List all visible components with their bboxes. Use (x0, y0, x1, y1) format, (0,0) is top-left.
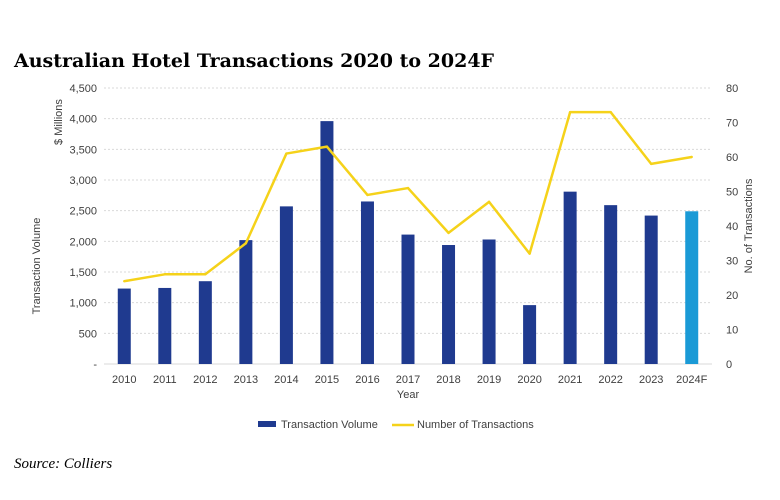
y-tick-label: 3,000 (69, 175, 97, 187)
x-tick-label: 2013 (234, 374, 258, 386)
y-tick-label: 4,500 (69, 83, 97, 95)
bar-series (117, 121, 699, 365)
y-tick-label: 1,500 (69, 267, 97, 279)
axes: -5001,0001,5002,0002,5003,0003,5004,0004… (31, 83, 755, 401)
y2-tick-label: 50 (726, 187, 738, 199)
y-tick-label: 1,000 (69, 298, 97, 310)
y2-tick-label: 60 (726, 152, 738, 164)
y2-tick-label: 10 (726, 325, 738, 337)
line-point (163, 273, 166, 276)
y2-tick-label: 40 (726, 221, 738, 233)
legend-swatch-volume (258, 421, 276, 427)
x-tick-label: 2022 (598, 374, 622, 386)
y-tick-label: 3,500 (69, 144, 97, 156)
bar (563, 191, 577, 364)
y-axis-title: Transaction Volume (31, 218, 43, 315)
y-axis-unit: $ Millions (53, 99, 65, 145)
line-point (285, 152, 288, 155)
bar (279, 206, 293, 364)
line-point (447, 231, 450, 235)
x-tick-label: 2017 (396, 374, 420, 386)
x-tick-label: 2012 (193, 374, 217, 386)
bar (320, 121, 334, 365)
y-tick-label: 4,000 (69, 114, 97, 126)
y-tick-label: - (93, 359, 97, 371)
bar (442, 245, 456, 364)
bar (685, 211, 699, 364)
legend-label-volume: Transaction Volume (281, 419, 378, 431)
y2-tick-label: 80 (726, 83, 738, 95)
x-axis-title: Year (397, 389, 420, 401)
line-point (204, 273, 207, 276)
line-point (650, 162, 653, 166)
bar (523, 305, 537, 364)
bar (604, 205, 618, 364)
y2-axis-title: No. of Transactions (743, 178, 755, 273)
y-tick-label: 2,000 (69, 236, 97, 248)
bar (117, 288, 131, 364)
bar (239, 240, 253, 364)
bar (158, 287, 172, 364)
line-point (528, 252, 531, 255)
legend-label-count: Number of Transactions (417, 419, 534, 431)
x-tick-label: 2011 (153, 374, 177, 386)
line-point (609, 110, 612, 114)
line-point (244, 242, 248, 245)
y2-tick-label: 0 (726, 359, 732, 371)
line-point (366, 193, 369, 197)
y-tick-label: 500 (79, 328, 97, 340)
x-tick-label: 2018 (436, 374, 460, 386)
x-tick-label: 2019 (477, 374, 501, 386)
y2-tick-label: 70 (726, 118, 738, 130)
y2-tick-label: 20 (726, 290, 738, 302)
line-point (406, 186, 410, 190)
legend: Transaction Volume Number of Transactions (258, 419, 534, 431)
line-point (325, 145, 329, 148)
line-point (690, 155, 693, 159)
source-note: Source: Colliers (14, 456, 113, 472)
x-tick-label: 2020 (517, 374, 541, 386)
line-series (123, 110, 693, 283)
line-point (487, 200, 491, 204)
y-tick-label: 2,500 (69, 206, 97, 218)
bar (360, 201, 374, 364)
x-tick-label: 2010 (112, 374, 136, 386)
line-point (568, 110, 572, 114)
y2-tick-label: 30 (726, 256, 738, 268)
x-tick-label: 2021 (558, 374, 582, 386)
bar (644, 215, 658, 364)
bar (401, 234, 415, 364)
bar (198, 281, 212, 364)
line-point (123, 280, 126, 283)
x-tick-label: 2023 (639, 374, 663, 386)
x-tick-label: 2016 (355, 374, 379, 386)
bar (482, 239, 496, 364)
x-tick-label: 2014 (274, 374, 298, 386)
chart-title: Australian Hotel Transactions 2020 to 20… (14, 50, 495, 72)
x-tick-label: 2015 (315, 374, 339, 386)
x-tick-label: 2024F (676, 374, 707, 386)
